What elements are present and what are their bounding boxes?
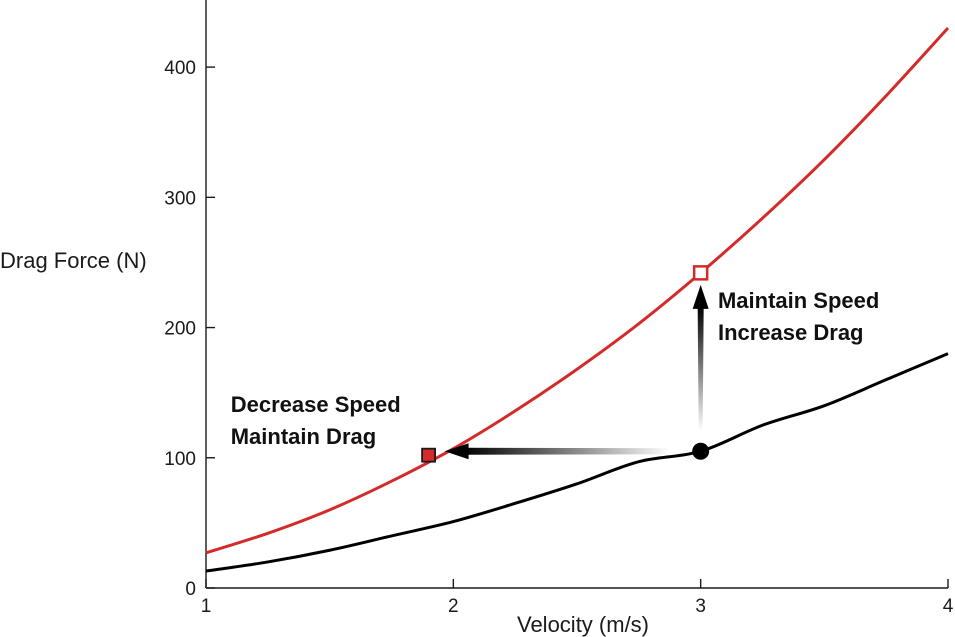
annotation-maintain-speed: Maintain Speed — [718, 288, 879, 313]
maintain-drag-marker — [421, 447, 437, 463]
x-tick-label: 2 — [448, 596, 459, 617]
x-tick-label: 3 — [695, 596, 706, 617]
arrows-group — [444, 284, 709, 460]
black-drag-curve — [205, 352, 949, 573]
y-tick-label: 300 — [164, 188, 196, 209]
annotation-decrease-speed: Maintain Drag — [231, 424, 376, 449]
markers-group — [421, 265, 710, 463]
annotation-maintain-speed: Increase Drag — [718, 320, 864, 345]
arrow-left-head — [444, 443, 469, 460]
maintain-speed-marker — [692, 265, 709, 281]
start-point-marker — [692, 442, 710, 460]
x-tick-label: 4 — [943, 596, 954, 617]
series-group — [205, 27, 950, 573]
arrow-up-shaft — [697, 306, 704, 432]
annotation-decrease-speed: Decrease Speed — [231, 392, 401, 417]
x-axis-title: Velocity (m/s) — [517, 612, 649, 637]
red-drag-curve — [205, 27, 950, 555]
arrow-left-shaft — [464, 447, 671, 455]
y-tick-label: 100 — [164, 449, 196, 470]
x-tick-label: 1 — [201, 596, 212, 617]
y-tick-label: 400 — [164, 58, 196, 79]
labels-group: Maintain Speed Increase Drag Decrease Spee… — [231, 288, 880, 449]
y-tick-label: 0 — [185, 579, 196, 600]
y-axis-title: Drag Force (N) — [0, 248, 147, 273]
y-tick-label: 200 — [164, 319, 196, 340]
arrow-up-head — [692, 284, 709, 309]
